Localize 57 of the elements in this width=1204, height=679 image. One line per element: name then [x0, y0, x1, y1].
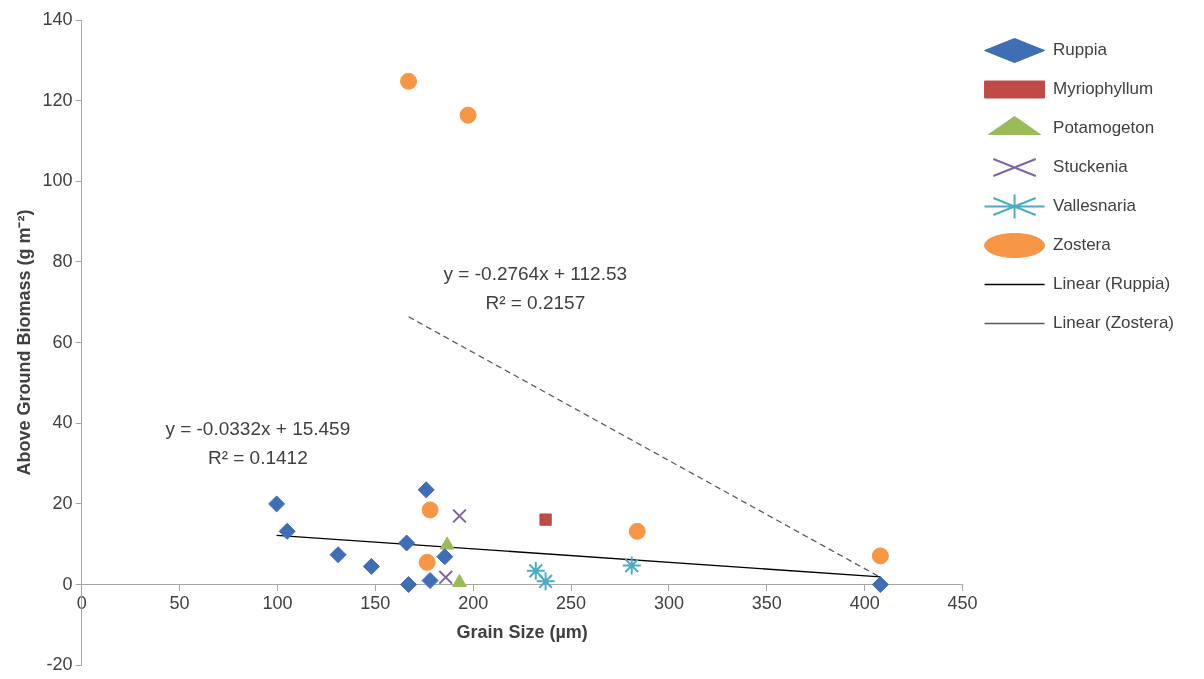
- point: [421, 572, 439, 590]
- point: [535, 571, 556, 592]
- y-tick-label: 20: [52, 492, 73, 513]
- y-tick-label: 80: [52, 250, 73, 271]
- point: [329, 546, 347, 564]
- x-tick-label: 400: [849, 593, 880, 614]
- point: [421, 501, 439, 519]
- x-tick-label: 150: [360, 593, 391, 614]
- point: [400, 576, 418, 594]
- point: [871, 576, 889, 594]
- x-tick-label: 300: [653, 593, 684, 614]
- point: [525, 560, 546, 581]
- point: [459, 106, 477, 124]
- point: [628, 522, 646, 540]
- x-axis-title: Grain Size (µm): [456, 621, 588, 642]
- annotation: y = -0.2764x + 112.53: [443, 263, 628, 285]
- x-tick-label: 450: [947, 593, 978, 614]
- legend-label: Potamogeton: [1053, 118, 1155, 138]
- point: [278, 522, 296, 540]
- y-tick-label: 0: [62, 573, 73, 594]
- point: [452, 574, 467, 588]
- y-tick-label: 60: [52, 331, 73, 352]
- point: [871, 547, 889, 565]
- x-tick-label: 100: [262, 593, 293, 614]
- point: [362, 557, 380, 575]
- point: [439, 536, 455, 550]
- y-tick-label: 120: [42, 89, 73, 110]
- legend-label: Stuckenia: [1053, 157, 1129, 177]
- legend-label: Zostera: [1053, 235, 1112, 255]
- annotation: R² = 0.1412: [207, 446, 308, 468]
- y-tick-label: -20: [46, 654, 73, 675]
- x-tick-label: 200: [458, 593, 489, 614]
- legend-label: Myriophyllum: [1053, 79, 1154, 99]
- point: [539, 513, 552, 526]
- annotation: y = -0.0332x + 15.459: [165, 417, 351, 439]
- point: [400, 72, 418, 90]
- point: [398, 534, 416, 552]
- legend-label: Ruppia: [1053, 40, 1108, 60]
- legend-label: Linear (Ruppia): [1053, 274, 1171, 294]
- point: [452, 508, 467, 524]
- point: [438, 569, 454, 585]
- point: [417, 481, 435, 499]
- y-tick-label: 140: [42, 8, 73, 29]
- y-tick-label: 40: [52, 412, 73, 433]
- x-tick-label: 250: [556, 593, 587, 614]
- y-axis-title: Above Ground Biomass (g m⁻²): [13, 209, 34, 476]
- point: [418, 553, 436, 571]
- legend-label: Vallesnaria: [1053, 196, 1137, 216]
- legend-label: Linear (Zostera): [1053, 313, 1174, 333]
- y-tick-label: 100: [42, 170, 73, 191]
- annotation: R² = 0.2157: [485, 292, 586, 314]
- x-tick-label: 0: [76, 593, 87, 614]
- x-tick-label: 50: [169, 593, 190, 614]
- point: [621, 555, 642, 576]
- x-tick-label: 350: [751, 593, 782, 614]
- point: [268, 495, 286, 513]
- point: [436, 548, 454, 566]
